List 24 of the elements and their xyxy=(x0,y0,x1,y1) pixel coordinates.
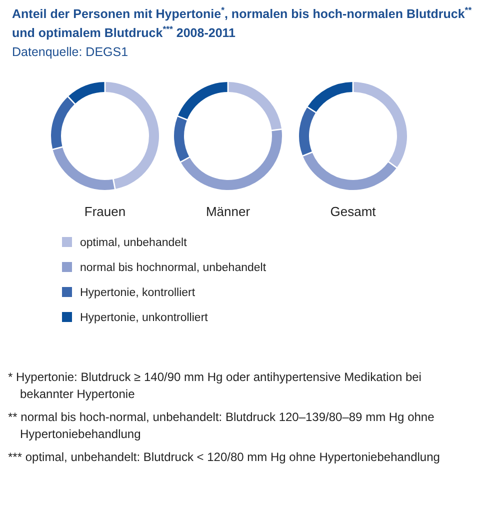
legend-label: optimal, unbehandelt xyxy=(80,237,188,249)
legend-label: normal bis hochnormal, unbehandelt xyxy=(80,262,267,274)
chart-title: Anteil der Personen mit Hypertonie$^{*}$, normalen bis hoch-normalen Blutdruck$^{**}$ und optimalem Blutdruck$^{***}$ 2008-2011 xyxy=(12,5,472,40)
donut-slice xyxy=(174,116,190,162)
donut-slice xyxy=(354,82,407,168)
text: Frauen xyxy=(84,204,126,219)
donut-slice xyxy=(52,148,114,190)
donut-slice xyxy=(299,108,316,156)
donut-slice xyxy=(68,82,104,104)
text: Männer xyxy=(206,204,251,219)
legend-label: Hypertonie, unkontrolliert xyxy=(80,312,209,324)
donut-slice xyxy=(308,82,352,112)
donut-slice xyxy=(228,82,282,130)
donut-slice xyxy=(178,82,228,120)
donut-slice xyxy=(106,82,159,189)
donut-slice xyxy=(303,152,396,190)
chart-subtitle: Datenquelle: DEGS1 xyxy=(12,45,128,59)
text: Gesamt xyxy=(330,204,376,219)
donut-slice xyxy=(181,130,282,190)
text: * Hypertonie: Blutdruck ≥ 140/90 mm Hg oder antihypertensive Medikation bei bekannter Hypertonie xyxy=(8,370,422,401)
legend-label: Hypertonie, kontrolliert xyxy=(80,287,196,299)
text: ** normal bis hoch-normal, unbehandelt: Blutdruck 120–139/80–89 mm Hg ohne Hypertoniebehandlung xyxy=(8,410,435,441)
donut-slice xyxy=(51,97,74,149)
text: *** optimal, unbehandelt: Blutdruck < 120/80 mm Hg ohne Hypertoniebehandlung xyxy=(8,450,440,464)
